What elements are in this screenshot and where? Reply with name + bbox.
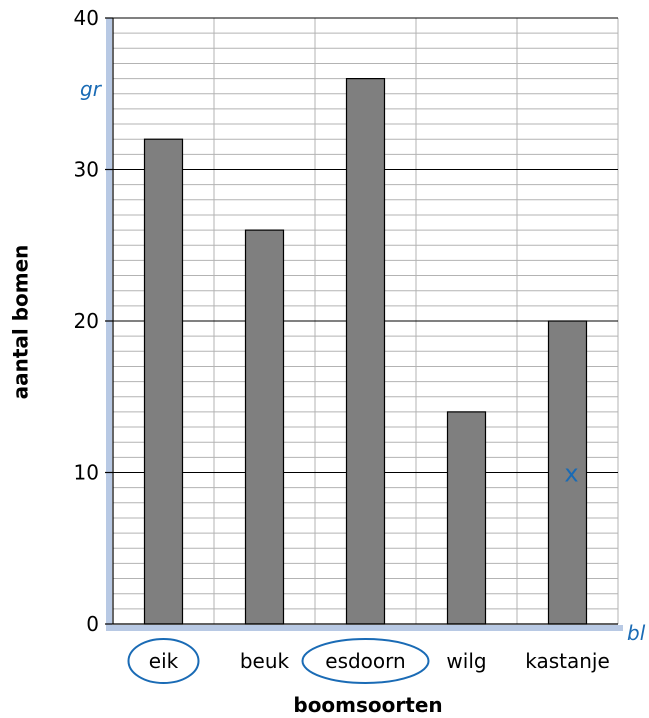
bar-esdoorn	[345, 77, 386, 625]
y-tick-label: 30	[74, 158, 99, 182]
annotation-gr: gr	[80, 77, 103, 101]
x-tick-label-kastanje: kastanje	[525, 649, 610, 673]
bars	[143, 77, 588, 625]
x-tick-label-beuk: beuk	[240, 649, 290, 673]
axes	[105, 17, 618, 625]
y-tick-label: 20	[74, 309, 99, 333]
bar-beuk	[244, 229, 285, 625]
y-tick-labels: 0 10 20 30 40	[74, 6, 99, 636]
x-axis-label: boomsoorten	[293, 693, 442, 717]
x-tick-label-wilg: wilg	[446, 649, 486, 673]
annotation-bl: bl	[627, 621, 646, 645]
bar-eik	[143, 138, 184, 625]
bar-wilg	[446, 411, 487, 625]
y-tick-label: 40	[74, 6, 99, 30]
bar-kastanje	[547, 320, 588, 625]
circle-eik	[127, 638, 200, 684]
cross-mark: x	[564, 460, 578, 488]
y-axis-label: aantal bomen	[9, 245, 33, 400]
y-tick-label: 10	[74, 461, 99, 485]
y-tick-label: 0	[86, 612, 99, 636]
y-axis-highlight	[106, 18, 112, 628]
x-tick-label-esdoorn: esdoorn	[325, 649, 405, 673]
x-tick-label-eik: eik	[149, 649, 179, 673]
x-axis-highlight	[106, 625, 623, 631]
category-circles	[127, 638, 430, 684]
circle-esdoorn	[301, 638, 430, 684]
x-tick-labels: eik beuk esdoorn wilg kastanje	[149, 649, 610, 673]
